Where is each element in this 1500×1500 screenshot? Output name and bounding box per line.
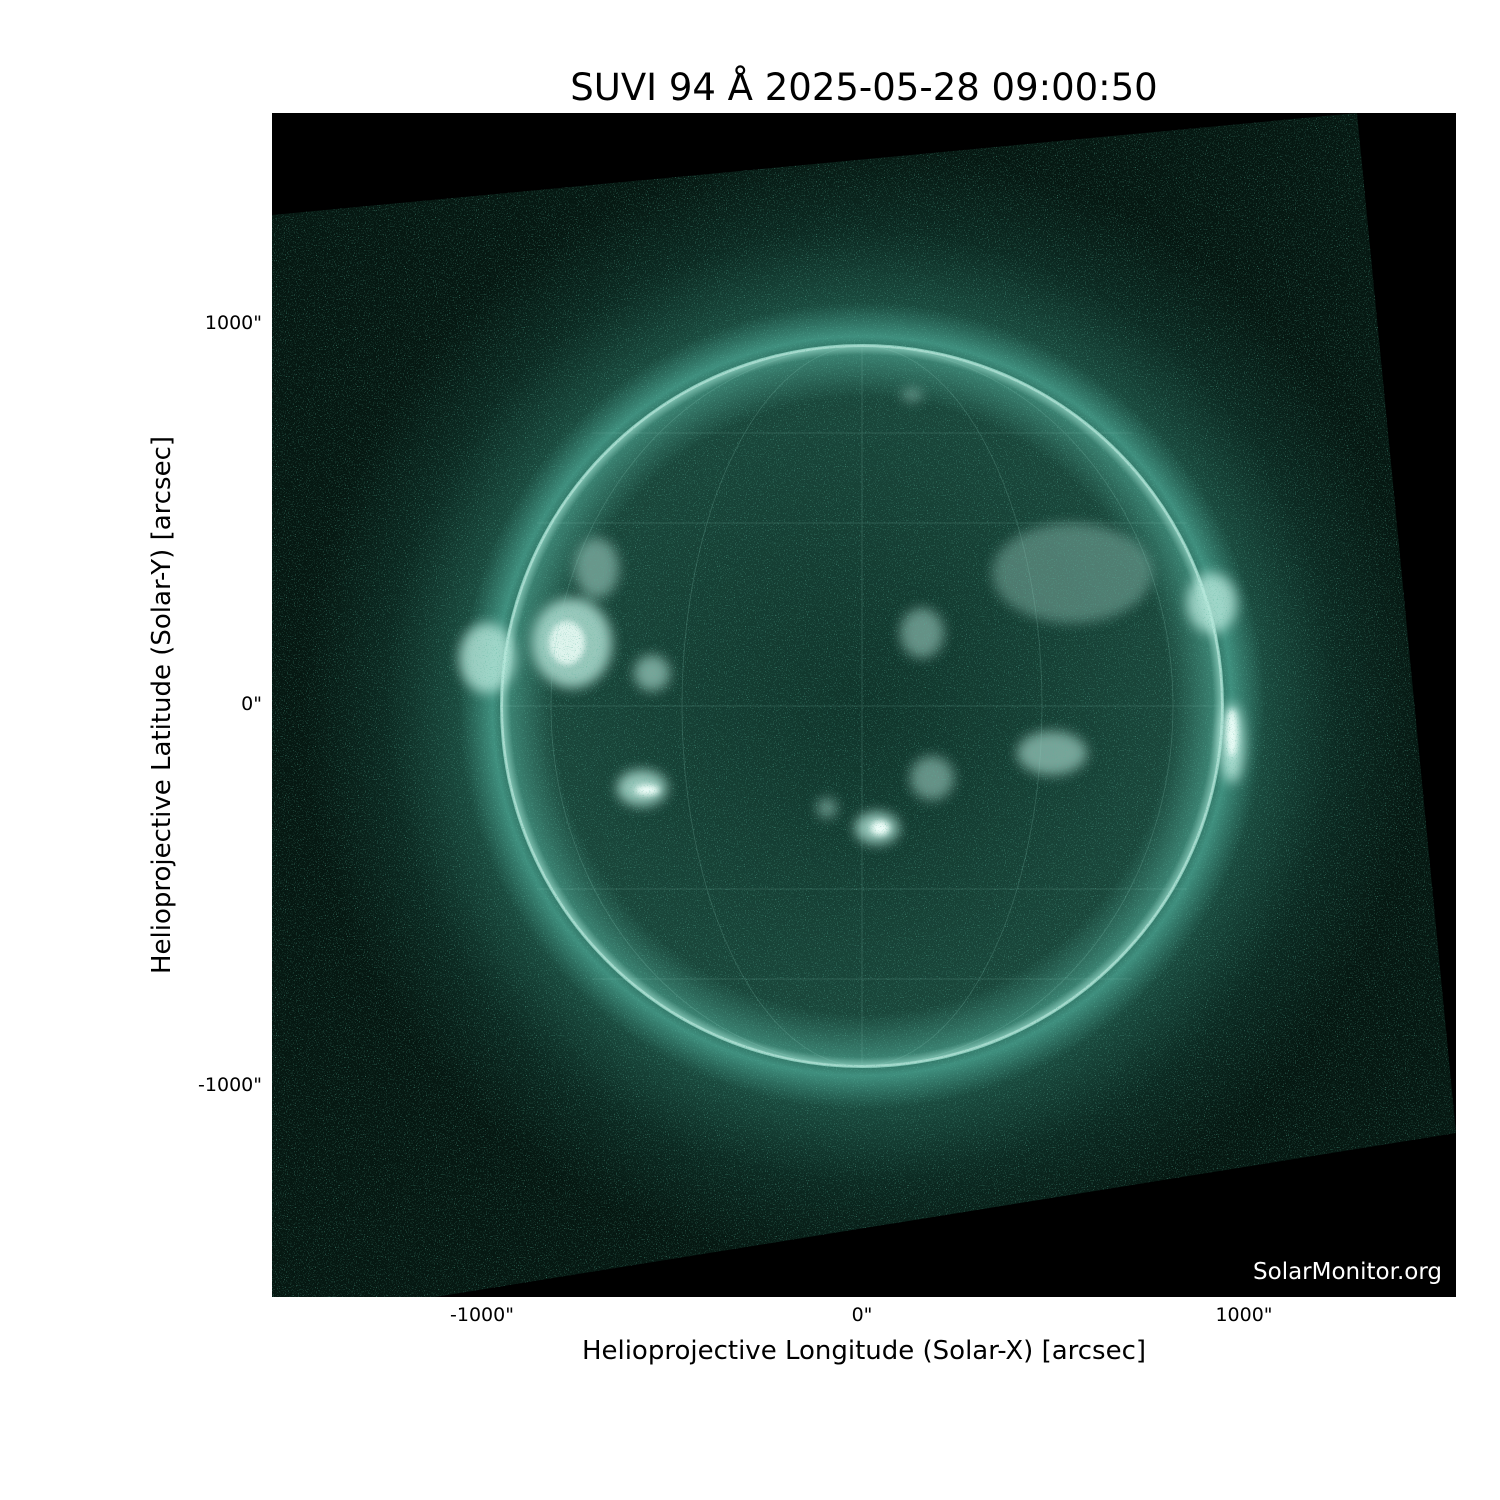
y-tick-label: 1000" bbox=[204, 312, 262, 334]
y-tick-label: -1000" bbox=[198, 1074, 262, 1096]
x-axis-label: Helioprojective Longitude (Solar-X) [arc… bbox=[581, 1336, 1147, 1366]
x-tick-label: 1000" bbox=[1215, 1304, 1273, 1326]
y-tick-label: 0" bbox=[241, 693, 262, 715]
watermark: SolarMonitor.org bbox=[1253, 1259, 1442, 1285]
x-tick-label: 0" bbox=[851, 1304, 873, 1326]
plot-title: SUVI 94 Å 2025-05-28 09:00:50 bbox=[570, 66, 1158, 109]
sun-image-svg bbox=[272, 113, 1456, 1297]
y-axis-label: Helioprojective Latitude (Solar-Y) [arcs… bbox=[147, 435, 177, 975]
x-tick-label: -1000" bbox=[450, 1304, 514, 1326]
solar-image: SolarMonitor.org bbox=[272, 113, 1456, 1297]
